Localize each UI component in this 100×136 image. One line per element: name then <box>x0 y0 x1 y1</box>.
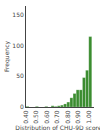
svg-text:0: 0 <box>20 103 24 110</box>
svg-text:0.60: 0.60 <box>43 110 50 124</box>
svg-text:0.80: 0.80 <box>64 110 71 124</box>
svg-text:1.00: 1.00 <box>85 110 92 124</box>
svg-text:Distribution of CHU-9D scores: Distribution of CHU-9D scores <box>15 124 100 131</box>
svg-text:0.50: 0.50 <box>32 110 39 124</box>
svg-text:50: 50 <box>16 72 24 79</box>
svg-text:0.90: 0.90 <box>74 110 81 124</box>
svg-text:Frequency: Frequency <box>3 41 11 72</box>
svg-text:150: 150 <box>12 11 24 18</box>
svg-text:0.70: 0.70 <box>53 110 60 124</box>
svg-text:100: 100 <box>12 42 24 49</box>
svg-text:0.40: 0.40 <box>22 110 29 124</box>
